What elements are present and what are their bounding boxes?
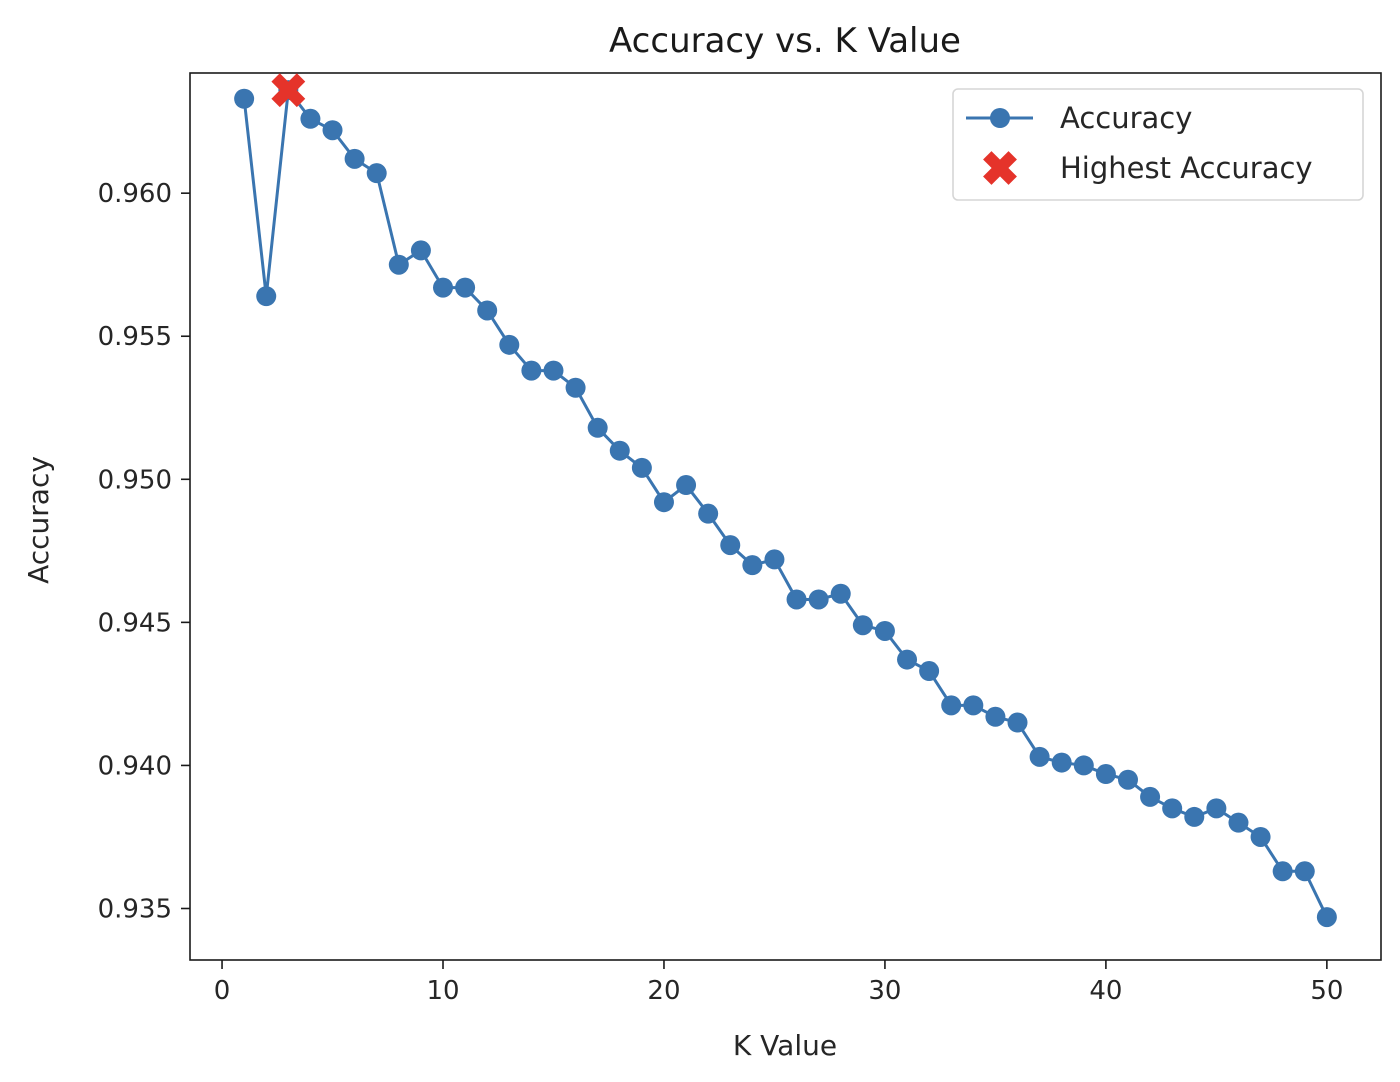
accuracy-point: [742, 555, 763, 576]
accuracy-point: [543, 360, 564, 381]
accuracy-point: [433, 277, 454, 298]
accuracy-point: [410, 240, 431, 261]
legend-highest-accuracy-label: Highest Accuracy: [1060, 151, 1313, 185]
x-tick-label: 40: [1089, 976, 1122, 1006]
accuracy-point: [1073, 755, 1094, 776]
accuracy-point: [300, 108, 321, 129]
legend-accuracy-marker: [990, 108, 1010, 128]
accuracy-point: [676, 475, 697, 496]
accuracy-point: [1007, 712, 1028, 733]
legend-accuracy-label: Accuracy: [1060, 101, 1192, 135]
accuracy-point: [1184, 806, 1205, 827]
accuracy-point: [455, 277, 476, 298]
accuracy-point: [653, 492, 674, 513]
x-tick-label: 20: [647, 976, 680, 1006]
y-tick-label: 0.960: [98, 179, 172, 209]
plot-frame: [189, 72, 1382, 961]
accuracy-point: [234, 88, 255, 109]
x-axis-title: K Value: [733, 1029, 837, 1062]
x-tick-label: 50: [1310, 976, 1343, 1006]
accuracy-point: [1051, 752, 1072, 773]
legend-highest-accuracy-marker: [983, 151, 1017, 185]
accuracy-point: [1272, 861, 1293, 882]
accuracy-point: [1095, 764, 1116, 785]
x-tick-label: 10: [426, 976, 459, 1006]
accuracy-point: [521, 360, 542, 381]
accuracy-point: [764, 549, 785, 570]
accuracy-point: [1316, 907, 1337, 928]
highest-accuracy-marker: [271, 73, 306, 108]
accuracy-point: [1117, 769, 1138, 790]
accuracy-point: [830, 583, 851, 604]
accuracy-point: [477, 300, 498, 321]
y-axis: 0.935 0.940 0.945 0.950 0.955 0.960: [98, 179, 190, 924]
accuracy-point: [322, 120, 343, 141]
accuracy-point: [1228, 812, 1249, 833]
plot-area: [189, 72, 1382, 961]
x-axis: 0 10 20 30 40 50: [214, 960, 1343, 1006]
accuracy-point: [897, 649, 918, 670]
accuracy-point: [1162, 798, 1183, 819]
accuracy-point: [565, 377, 586, 398]
accuracy-point: [1294, 861, 1315, 882]
legend-box: [952, 88, 1364, 201]
y-tick-label: 0.950: [98, 465, 172, 495]
accuracy-point: [499, 334, 520, 355]
accuracy-point: [786, 589, 807, 610]
accuracy-point: [1140, 786, 1161, 807]
y-tick-label: 0.955: [98, 322, 172, 352]
x-tick-label: 0: [214, 976, 231, 1006]
accuracy-point: [941, 695, 962, 716]
accuracy-point: [874, 620, 895, 641]
accuracy-point: [919, 661, 940, 682]
accuracy-point: [388, 254, 409, 275]
chart-title: Accuracy vs. K Value: [609, 21, 961, 61]
accuracy-point: [631, 457, 652, 478]
accuracy-point: [587, 417, 608, 438]
accuracy-point: [963, 695, 984, 716]
accuracy-point: [256, 286, 277, 307]
y-tick-label: 0.940: [98, 751, 172, 781]
accuracy-point: [344, 148, 365, 169]
x-tick-label: 30: [868, 976, 901, 1006]
accuracy-point: [366, 163, 387, 184]
accuracy-point: [720, 535, 741, 556]
accuracy-point: [1250, 826, 1271, 847]
accuracy-point: [1029, 746, 1050, 767]
accuracy-point: [1206, 798, 1227, 819]
accuracy-point: [808, 589, 829, 610]
accuracy-point: [698, 503, 719, 524]
accuracy-point: [852, 615, 873, 636]
accuracy-point: [609, 440, 630, 461]
accuracy-point: [985, 706, 1006, 727]
y-axis-title: Accuracy: [22, 456, 55, 584]
y-tick-label: 0.935: [98, 894, 172, 924]
y-tick-label: 0.945: [98, 608, 172, 638]
series-layer: [234, 73, 1337, 928]
legend: Accuracy Highest Accuracy: [952, 88, 1364, 201]
